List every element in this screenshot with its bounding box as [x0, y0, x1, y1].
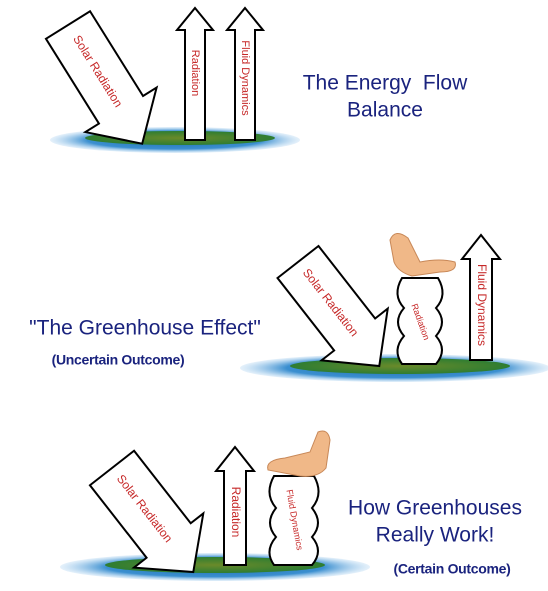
panel-1: Solar Radiation Radiation Fluid Dynamics… [44, 6, 468, 153]
arrow-label: Fluid Dynamics [475, 264, 489, 346]
panel-2: Solar Radiation Radiation Fluid Dynamics… [29, 233, 548, 382]
arrow-label: Radiation [189, 50, 201, 96]
subtitle: (Uncertain Outcome) [52, 352, 185, 368]
radiation-arrow: Radiation [174, 6, 216, 141]
title-line: The Energy Flow [303, 72, 468, 95]
arrow-label: Fluid Dynamics [239, 40, 251, 116]
arrow-label: Radiation [229, 487, 243, 538]
title-line: "The Greenhouse Effect" [29, 317, 261, 340]
hand [267, 430, 331, 477]
squashed-radiation: Radiation [396, 277, 444, 365]
panel-3: Solar Radiation Radiation Fluid Dynamics… [60, 430, 522, 581]
title-line: Really Work! [376, 524, 495, 547]
title-line: Balance [347, 99, 423, 122]
fluid-arrow: Fluid Dynamics [224, 6, 266, 141]
title-line: How Greenhouses [348, 497, 522, 520]
radiation-arrow: Radiation [213, 445, 257, 566]
subtitle: (Certain Outcome) [393, 561, 510, 577]
fluid-arrow: Fluid Dynamics [459, 233, 503, 361]
squashed-fluid: Fluid Dynamics [268, 475, 320, 566]
hand [389, 233, 456, 277]
